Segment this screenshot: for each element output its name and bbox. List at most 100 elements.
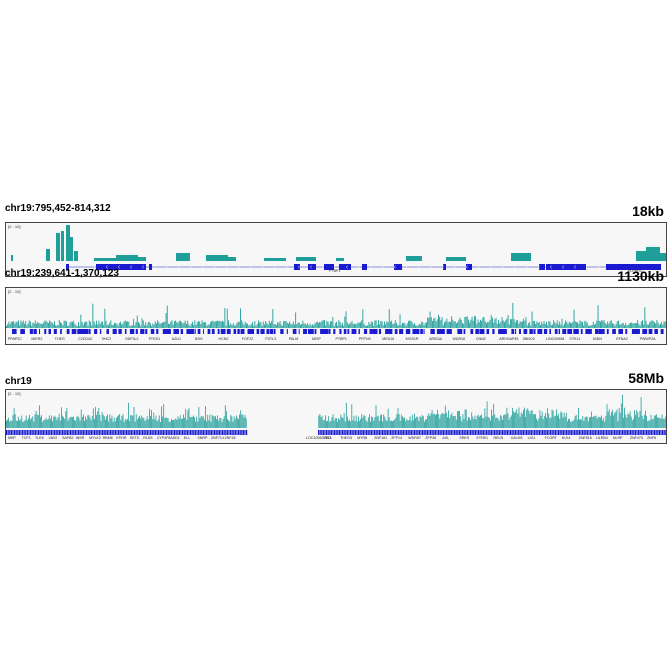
gene-label: ZNF816 xyxy=(578,436,592,440)
gene-block xyxy=(217,430,219,435)
coverage-bar xyxy=(276,325,277,328)
coverage-bar xyxy=(124,320,126,328)
coverage-bar xyxy=(582,321,583,328)
gene-block xyxy=(244,430,246,435)
coverage-peak xyxy=(11,255,13,261)
coverage-bar xyxy=(164,418,166,428)
coverage-bar xyxy=(92,303,94,328)
coverage-bar xyxy=(75,420,77,428)
coverage-bar xyxy=(67,420,69,428)
gene-block xyxy=(88,329,91,334)
coverage-bar xyxy=(177,322,179,328)
track-frame[interactable]: [0 - 10] PPAP2C MIER2 THEG C2CD4C SHC2 ODF3L2… xyxy=(5,287,667,345)
coverage-bar xyxy=(88,320,90,328)
coverage-bar xyxy=(619,324,621,328)
gene-block xyxy=(73,430,75,435)
coverage-bar xyxy=(222,419,224,428)
gene-block xyxy=(518,430,520,435)
gene-block xyxy=(574,430,576,435)
coverage-bar xyxy=(249,325,251,328)
coverage-bar xyxy=(565,320,567,328)
coverage-bar xyxy=(468,417,469,428)
coverage-bar xyxy=(339,321,341,328)
coverage-bar xyxy=(604,323,606,328)
coverage-bar xyxy=(68,325,70,328)
gene-block xyxy=(433,430,435,435)
coverage-bar xyxy=(590,325,592,328)
gene-block xyxy=(84,430,86,435)
gene-block xyxy=(502,430,504,435)
gene-block xyxy=(369,430,371,435)
gene-block xyxy=(79,430,81,435)
coverage-bar xyxy=(322,420,324,428)
gene-block xyxy=(434,430,436,435)
coverage-bar xyxy=(201,416,203,428)
coverage-bar xyxy=(174,321,175,328)
gene-block xyxy=(223,430,225,435)
gene-block xyxy=(422,430,424,435)
coverage-bar xyxy=(476,415,478,428)
coverage-bar xyxy=(461,421,463,428)
coverage-bar xyxy=(97,324,99,328)
coverage-bar xyxy=(590,417,591,428)
gene-block xyxy=(116,430,118,435)
gene-block xyxy=(206,430,208,435)
gene-block xyxy=(518,329,521,334)
coverage-bar xyxy=(411,414,413,428)
coverage-bar xyxy=(254,320,256,328)
coverage-bar xyxy=(81,416,83,428)
gene-block xyxy=(636,430,638,435)
gene-block xyxy=(590,430,592,435)
coverage-bar xyxy=(153,412,155,428)
coverage-bar xyxy=(442,324,444,328)
coverage-bar xyxy=(483,316,485,328)
strand-arrow xyxy=(525,265,529,269)
coverage-bar xyxy=(385,324,387,328)
coverage-bar xyxy=(644,414,645,428)
coverage-bar xyxy=(458,411,459,428)
coverage-bar xyxy=(344,316,346,328)
coverage-bar xyxy=(6,325,7,328)
coverage-bar xyxy=(558,324,559,328)
coverage-peak xyxy=(56,233,60,261)
gene-block xyxy=(609,430,611,435)
coverage-bar xyxy=(40,323,42,328)
track-frame[interactable]: [0 - 10] PTBP1 PLPPR3 xyxy=(5,222,667,277)
coverage-bar xyxy=(156,421,158,428)
coverage-bar xyxy=(432,414,434,428)
coverage-bar xyxy=(61,407,62,428)
coverage-bar xyxy=(139,415,140,428)
coverage-bar xyxy=(27,323,29,328)
coverage-bar xyxy=(548,321,550,328)
coverage-bar xyxy=(460,416,462,428)
gene-block xyxy=(18,430,20,435)
coverage-bar xyxy=(427,317,429,328)
gene-block xyxy=(298,329,300,334)
gene-block xyxy=(343,329,347,334)
coverage-bar xyxy=(640,321,642,328)
gene-block xyxy=(158,430,160,435)
track-frame[interactable]: [0 - 10] MKP TCF3 TLE6 VAV2 SAFB2 INSR MYLK2 RB… xyxy=(5,389,667,444)
coverage-bar xyxy=(415,325,417,328)
gene-block xyxy=(334,430,336,435)
coverage-bar xyxy=(200,324,202,328)
coverage-bar xyxy=(428,413,430,428)
coverage-bar xyxy=(477,319,479,328)
coverage-bar xyxy=(84,322,85,328)
gene-label: RBM6 xyxy=(102,436,113,440)
coverage-bar xyxy=(631,322,633,328)
gene-block xyxy=(615,430,617,435)
gene-block xyxy=(191,430,193,435)
gene-block xyxy=(594,430,596,435)
coverage-bar xyxy=(234,418,236,428)
gene-block xyxy=(214,430,216,435)
coverage-bar xyxy=(339,419,341,428)
coverage-bar xyxy=(474,315,475,328)
coverage-and-gene-track xyxy=(6,394,666,435)
coverage-bar xyxy=(121,416,123,428)
gene-label: ZNF8 xyxy=(646,436,656,440)
coverage-bar xyxy=(341,417,343,428)
gene-block xyxy=(436,329,442,334)
coverage-bar xyxy=(382,421,383,428)
gene-block xyxy=(30,430,32,435)
